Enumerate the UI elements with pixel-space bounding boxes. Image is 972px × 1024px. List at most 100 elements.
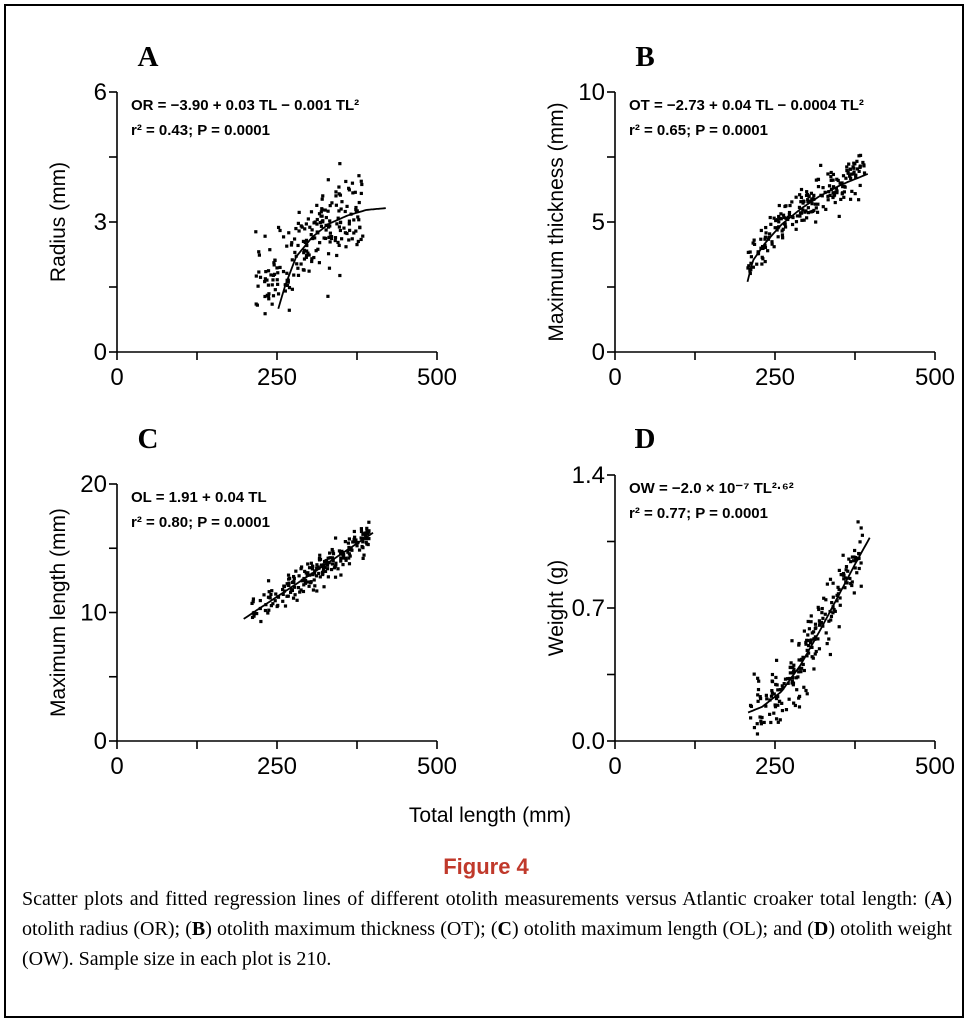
data-point [772, 245, 776, 249]
data-point [290, 287, 294, 291]
data-point [769, 694, 774, 698]
y-tick-label: 10 [578, 79, 605, 106]
data-point [758, 715, 762, 719]
data-point [300, 225, 304, 229]
data-point [366, 542, 370, 547]
data-point [780, 233, 785, 237]
data-point [305, 253, 309, 258]
data-point [814, 649, 818, 654]
data-point [281, 269, 286, 274]
data-point [302, 583, 306, 587]
data-point [367, 537, 371, 541]
data-point [857, 551, 861, 556]
data-point [809, 614, 813, 618]
data-point [276, 225, 281, 230]
data-point [848, 167, 852, 171]
data-point [305, 573, 309, 577]
data-point [780, 229, 784, 233]
data-point [344, 245, 348, 249]
data-point [824, 207, 828, 212]
data-point [250, 601, 254, 606]
data-point [781, 236, 785, 240]
data-point [785, 677, 790, 681]
data-point [779, 212, 783, 216]
data-point [816, 202, 820, 206]
data-point [268, 595, 272, 600]
caption-text: ) otolith radius (OR); ( [22, 888, 952, 940]
regression-line [277, 207, 386, 309]
data-point [276, 271, 280, 275]
caption-panel-letter: D [813, 918, 829, 940]
data-point [347, 562, 352, 566]
data-point [263, 234, 267, 238]
data-point [808, 199, 812, 203]
data-point [266, 611, 270, 615]
data-point [835, 593, 839, 597]
y-tick-label: 6 [94, 79, 107, 106]
data-point [783, 677, 788, 681]
data-point [764, 704, 768, 708]
data-point [281, 235, 286, 239]
data-point [294, 226, 298, 231]
data-point [310, 259, 314, 264]
data-point [309, 233, 313, 237]
data-point [831, 581, 835, 585]
data-point [835, 599, 839, 603]
data-point [769, 720, 773, 725]
data-point [313, 236, 317, 240]
data-point [318, 553, 322, 557]
data-point [827, 619, 831, 623]
x-tick-label: 0 [608, 364, 621, 391]
data-point [791, 671, 795, 675]
data-point [293, 593, 297, 597]
figure-caption: Scatter plots and fitted regression line… [22, 884, 952, 974]
data-point [859, 561, 863, 565]
data-point [789, 661, 793, 665]
panel-b: B 0 250 500 0 5 10 Maximum thickness (mm) OT = −… [545, 41, 955, 391]
data-point [843, 576, 848, 580]
data-point [263, 294, 267, 299]
data-point [776, 688, 780, 692]
data-point [342, 552, 346, 557]
data-point [320, 197, 324, 201]
data-point [275, 266, 279, 270]
data-point [302, 257, 307, 261]
data-point [340, 556, 345, 560]
data-point [258, 598, 262, 603]
data-point [832, 607, 836, 612]
data-point [792, 701, 796, 705]
data-point [266, 294, 271, 298]
data-point [802, 685, 806, 689]
data-point [365, 526, 369, 530]
data-point [263, 608, 268, 613]
data-point [255, 303, 259, 307]
data-point [852, 591, 856, 595]
data-point [806, 200, 810, 204]
data-point [330, 547, 334, 552]
data-point [746, 266, 750, 270]
data-point [840, 192, 844, 196]
y-tick-label: 0.0 [572, 728, 605, 755]
caption-text: Scatter plots and fitted regression line… [22, 888, 931, 910]
data-point [293, 250, 297, 255]
data-point [332, 566, 337, 570]
data-point [805, 638, 809, 642]
data-point [360, 536, 364, 541]
data-point [798, 193, 802, 197]
data-point [761, 246, 765, 251]
data-point [812, 667, 816, 671]
data-point [337, 209, 341, 213]
data-point [311, 236, 315, 241]
data-point [759, 228, 763, 233]
data-point [764, 231, 768, 235]
data-point [811, 209, 815, 214]
data-point [356, 215, 360, 219]
data-point [854, 555, 858, 560]
data-point [252, 612, 256, 616]
data-point [802, 668, 806, 673]
data-point [852, 559, 856, 563]
data-point [780, 708, 785, 713]
data-point [343, 539, 347, 544]
data-point [790, 679, 794, 683]
data-point [254, 230, 258, 234]
